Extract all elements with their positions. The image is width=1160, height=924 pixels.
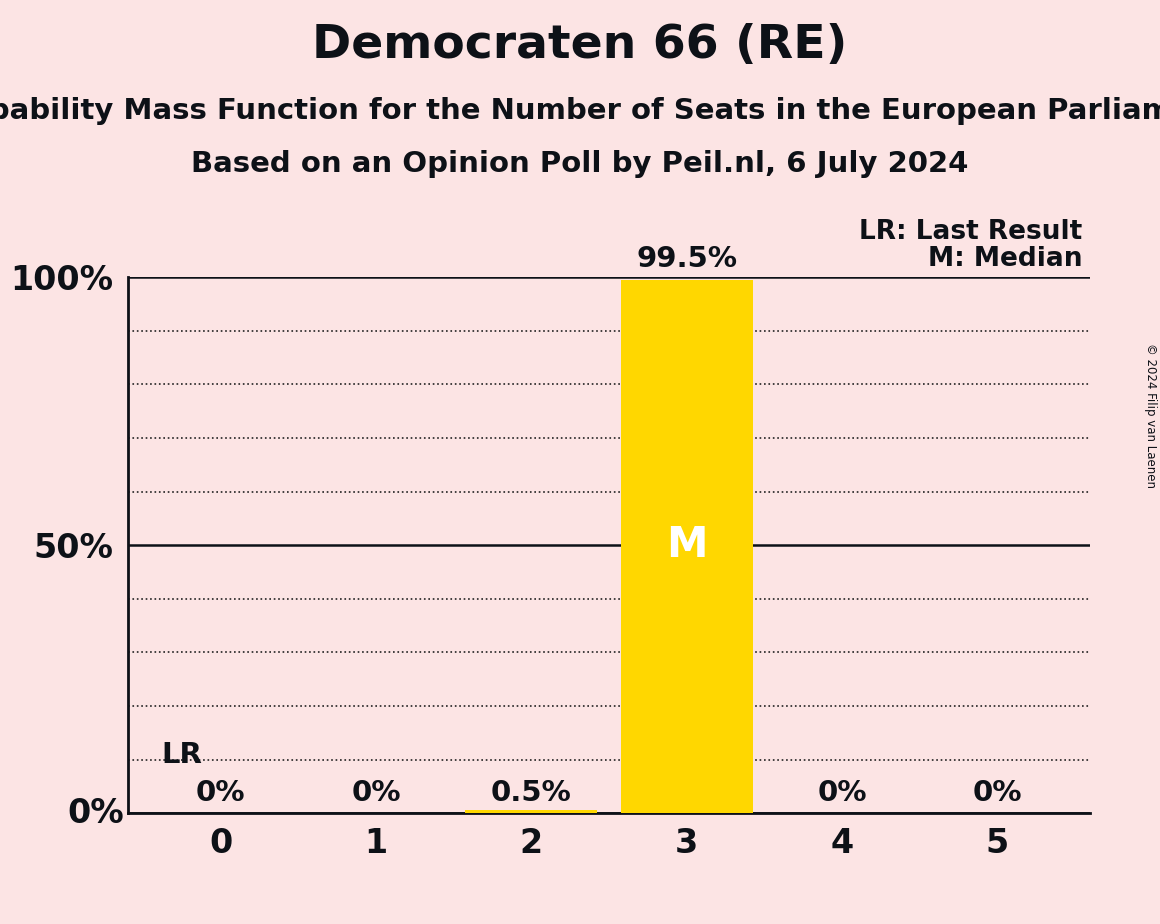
Bar — [621, 280, 753, 813]
Text: LR: Last Result: LR: Last Result — [860, 219, 1082, 245]
Text: 0.5%: 0.5% — [491, 779, 572, 807]
Text: 0%: 0% — [817, 779, 867, 807]
Text: Democraten 66 (RE): Democraten 66 (RE) — [312, 23, 848, 68]
Text: 99.5%: 99.5% — [636, 246, 737, 274]
Text: 0%: 0% — [68, 796, 124, 830]
Text: M: M — [666, 524, 708, 566]
Text: © 2024 Filip van Laenen: © 2024 Filip van Laenen — [1144, 344, 1158, 488]
Text: Probability Mass Function for the Number of Seats in the European Parliament: Probability Mass Function for the Number… — [0, 97, 1160, 125]
Bar — [465, 810, 597, 813]
Text: Based on an Opinion Poll by Peil.nl, 6 July 2024: Based on an Opinion Poll by Peil.nl, 6 J… — [191, 150, 969, 177]
Text: 0%: 0% — [351, 779, 401, 807]
Text: 0%: 0% — [972, 779, 1022, 807]
Text: M: Median: M: Median — [928, 246, 1082, 272]
Text: LR: LR — [161, 741, 203, 769]
Text: 0%: 0% — [196, 779, 246, 807]
